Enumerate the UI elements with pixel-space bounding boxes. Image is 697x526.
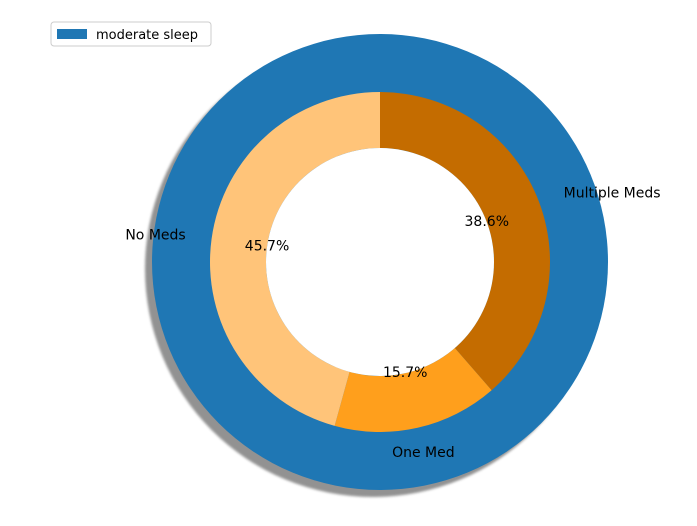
legend-frame	[50, 21, 212, 47]
legend-label: moderate sleep	[96, 28, 198, 43]
inner-ring-slice	[334, 347, 492, 433]
chart-labels: 38.6% 15.7% 45.7% Multiple Meds One Med No Me…	[125, 185, 660, 461]
legend-swatch	[57, 29, 87, 39]
chart-marks	[145, 34, 608, 497]
slice-category-label: Multiple Meds	[564, 185, 661, 201]
slice-category-label: One Med	[392, 445, 455, 461]
slice-percent-label: 15.7%	[383, 365, 427, 381]
slice-percent-label: 38.6%	[465, 214, 509, 230]
inner-ring-slice	[380, 92, 550, 391]
slice-percent-label: 45.7%	[245, 239, 289, 255]
slice-category-label: No Meds	[125, 228, 185, 244]
legend: moderate sleep	[50, 21, 212, 47]
inner-ring-slice	[210, 92, 380, 426]
donut-hole	[266, 148, 494, 376]
